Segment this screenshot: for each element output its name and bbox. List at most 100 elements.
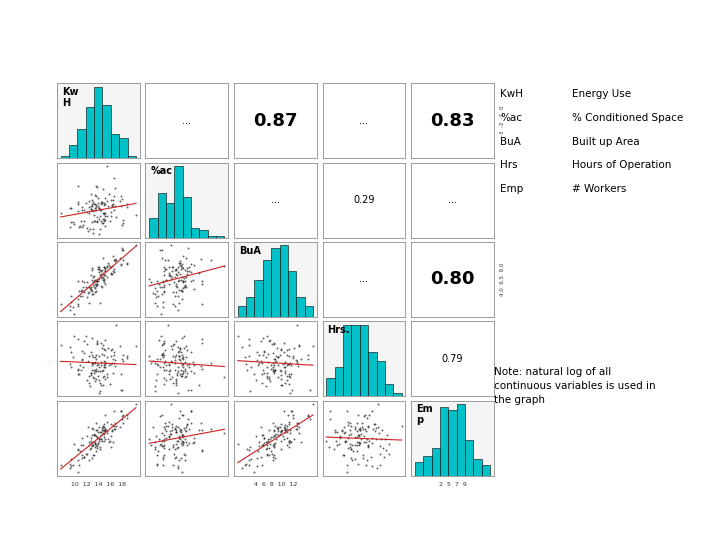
Bar xyxy=(246,297,254,317)
Point xyxy=(178,332,189,340)
Point xyxy=(184,439,195,448)
Point xyxy=(81,293,93,301)
Point xyxy=(159,424,171,433)
Point xyxy=(108,174,120,183)
Point xyxy=(83,299,94,307)
Point xyxy=(166,262,178,271)
Point xyxy=(176,263,188,272)
Point xyxy=(143,435,155,443)
Point xyxy=(121,260,132,268)
Point xyxy=(193,381,204,390)
Point xyxy=(117,215,129,224)
Point xyxy=(89,377,101,386)
Point xyxy=(178,423,189,432)
Point xyxy=(96,344,108,353)
Point xyxy=(353,439,364,448)
Point xyxy=(272,353,284,362)
Point xyxy=(107,355,119,363)
Point xyxy=(149,445,161,454)
Text: 0.80: 0.80 xyxy=(431,271,474,288)
Point xyxy=(170,428,181,436)
Point xyxy=(279,358,291,367)
Point xyxy=(171,271,183,279)
Point xyxy=(161,376,172,385)
Point xyxy=(293,422,305,431)
Point xyxy=(87,281,99,290)
Point xyxy=(66,292,77,300)
Point xyxy=(90,286,102,295)
Point xyxy=(64,222,76,231)
Point xyxy=(97,366,109,375)
Point xyxy=(373,428,384,437)
Point xyxy=(87,278,99,286)
Point xyxy=(307,342,319,351)
Point xyxy=(172,342,184,351)
Point xyxy=(151,302,163,310)
Point xyxy=(273,431,284,440)
Point xyxy=(175,265,186,273)
Text: Energy Use: Energy Use xyxy=(572,89,631,99)
Point xyxy=(111,320,122,329)
Point xyxy=(182,244,194,252)
Point xyxy=(292,422,303,431)
Point xyxy=(282,360,294,368)
Point xyxy=(82,288,94,297)
Point xyxy=(154,362,166,371)
Point xyxy=(99,346,111,355)
Point xyxy=(106,202,117,211)
Point xyxy=(85,347,96,356)
Point xyxy=(351,433,363,441)
Point xyxy=(158,337,169,346)
Point xyxy=(148,357,159,366)
Point xyxy=(349,433,361,441)
Point xyxy=(130,342,142,351)
Point xyxy=(356,430,367,438)
Point xyxy=(282,376,293,385)
Point xyxy=(93,204,104,213)
Point xyxy=(260,445,271,454)
Bar xyxy=(449,410,456,476)
Point xyxy=(78,453,90,461)
Text: BuA: BuA xyxy=(500,137,521,147)
Point xyxy=(178,278,189,286)
Point xyxy=(104,380,116,388)
Point xyxy=(156,411,167,420)
Point xyxy=(356,422,367,431)
Point xyxy=(115,407,127,415)
Point xyxy=(269,366,280,375)
Point xyxy=(82,226,94,235)
Point xyxy=(87,451,99,460)
Point xyxy=(353,437,364,446)
Point xyxy=(178,367,189,375)
Point xyxy=(364,437,375,445)
Point xyxy=(158,281,169,289)
Point xyxy=(158,287,170,295)
Point xyxy=(109,422,120,430)
Point xyxy=(81,278,93,287)
Point xyxy=(88,217,99,225)
Point xyxy=(164,374,176,383)
Point xyxy=(277,432,289,441)
Bar xyxy=(279,246,288,317)
Point xyxy=(76,285,88,294)
Point xyxy=(248,369,259,378)
Point xyxy=(82,422,94,431)
Point xyxy=(182,415,194,423)
Point xyxy=(232,332,243,341)
Point xyxy=(116,260,127,268)
Point xyxy=(94,389,105,397)
Point xyxy=(89,368,100,377)
Point xyxy=(177,355,189,363)
Point xyxy=(99,262,110,271)
Point xyxy=(93,352,104,361)
Point xyxy=(149,443,161,451)
Point xyxy=(109,256,120,265)
Point xyxy=(354,426,366,434)
Point xyxy=(174,299,185,307)
Point xyxy=(93,367,104,375)
Point xyxy=(287,353,298,362)
Point xyxy=(91,203,102,212)
Point xyxy=(86,264,97,273)
Point xyxy=(261,369,272,377)
Point xyxy=(72,456,84,465)
